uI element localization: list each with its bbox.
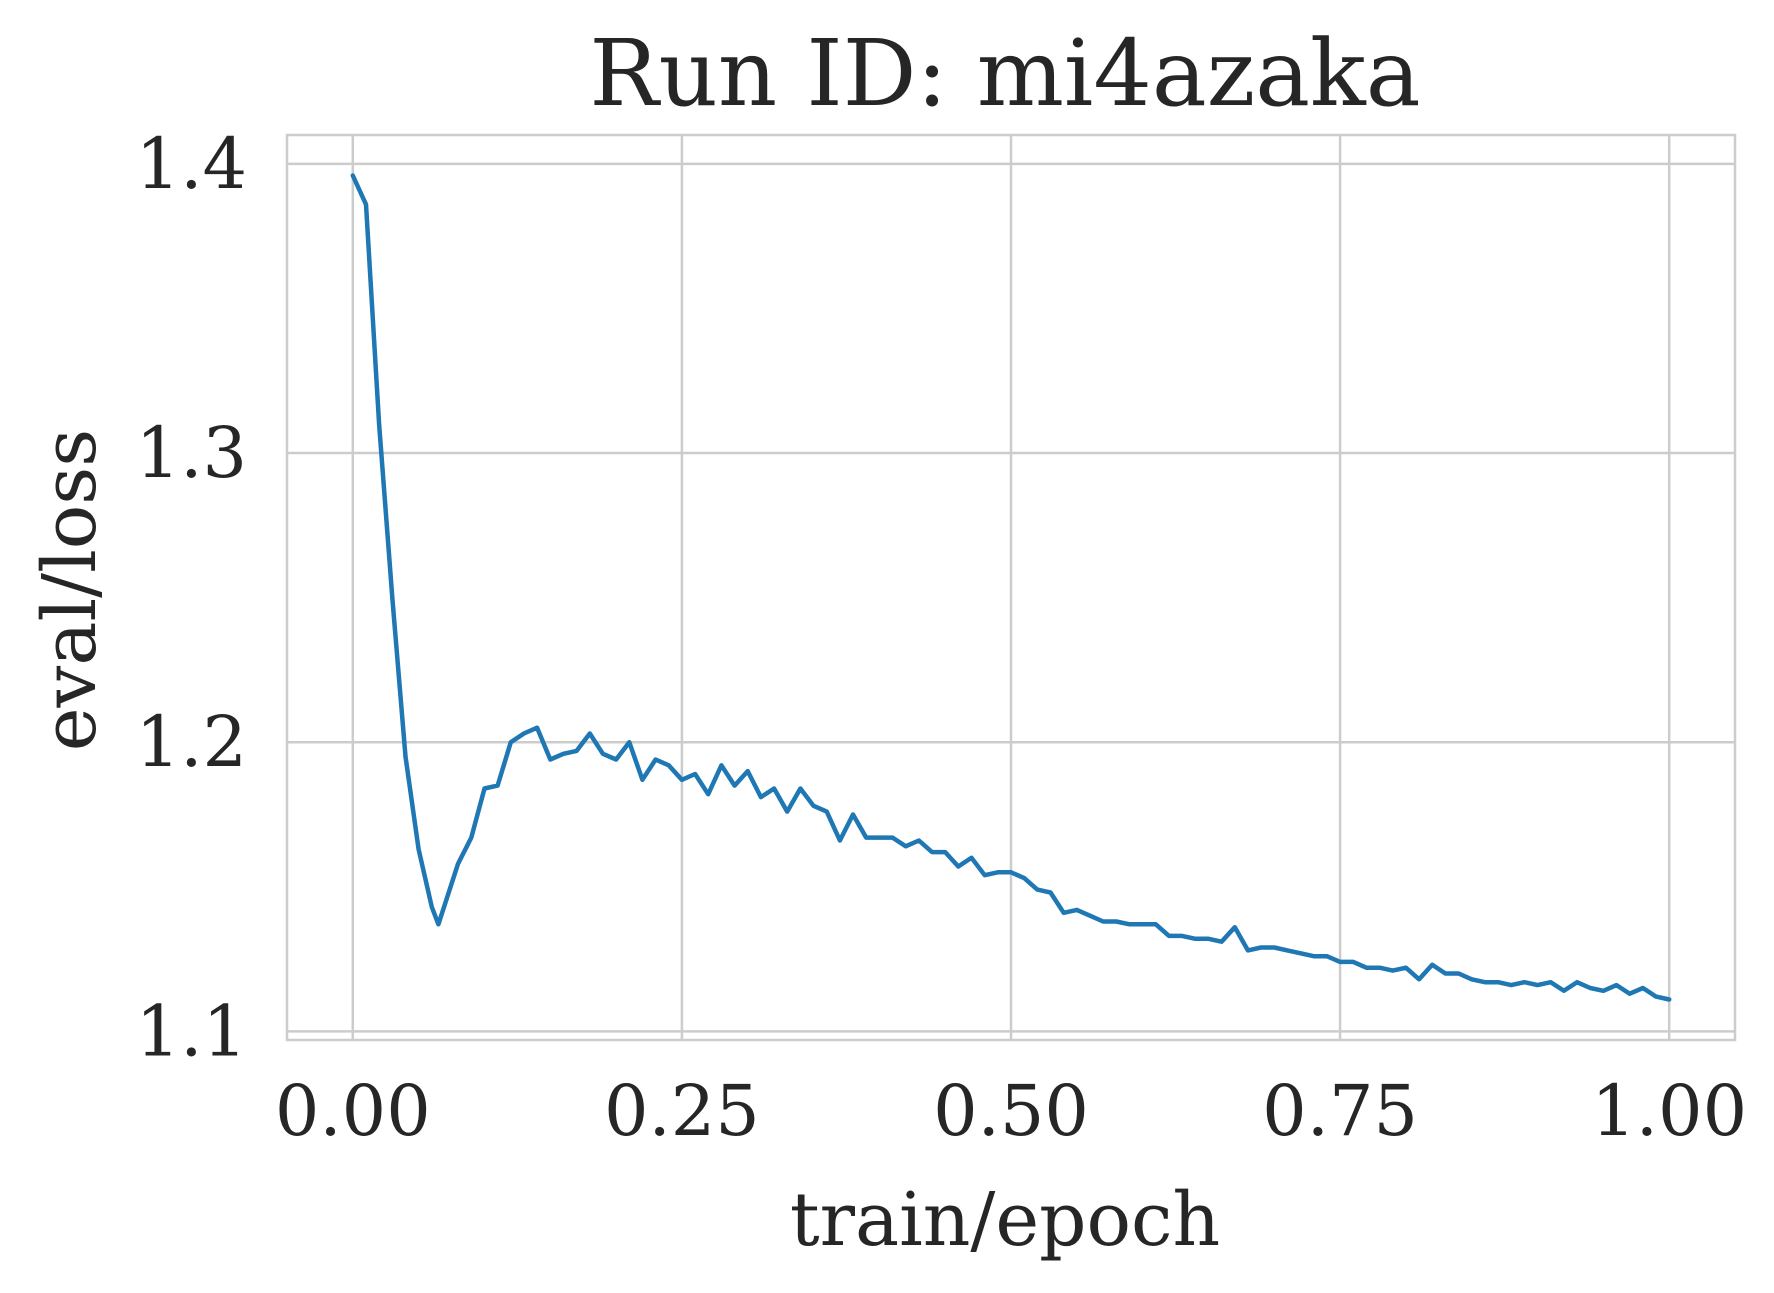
x-axis-label: train/epoch <box>790 1177 1220 1263</box>
x-tick-label: 0.00 <box>275 1070 431 1152</box>
x-tick-label: 1.00 <box>1591 1070 1747 1152</box>
series-line <box>350 173 1672 1002</box>
grid-lines <box>287 135 1735 1040</box>
y-tick-label: 1.1 <box>136 990 247 1072</box>
series-layer <box>350 173 1672 1002</box>
y-tick-label: 1.3 <box>136 412 247 494</box>
tick-labels: 0.00 0.25 0.50 0.75 1.00 1.1 1.2 1.3 1.4 <box>136 123 1747 1152</box>
y-tick-label: 1.2 <box>136 701 247 783</box>
y-tick-label: 1.4 <box>136 123 247 205</box>
x-tick-label: 0.25 <box>604 1070 760 1152</box>
plot-frame <box>285 133 1737 1042</box>
x-tick-label: 0.50 <box>933 1070 1089 1152</box>
chart-title: Run ID: mi4azaka <box>589 20 1420 127</box>
x-tick-label: 0.75 <box>1262 1070 1418 1152</box>
y-axis-label: eval/loss <box>27 429 113 752</box>
